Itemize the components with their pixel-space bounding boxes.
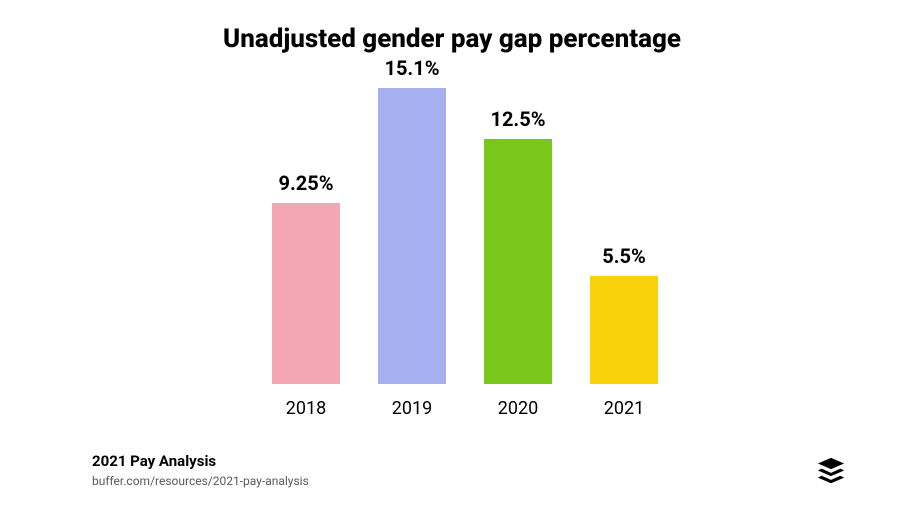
x-axis-label: 2019 bbox=[378, 398, 446, 419]
footer-title: 2021 Pay Analysis bbox=[92, 452, 309, 470]
footer-subtitle: buffer.com/resources/2021-pay-analysis bbox=[92, 474, 309, 488]
bar-group-2021: 5.5% bbox=[590, 244, 658, 384]
bar bbox=[484, 139, 552, 384]
bar-group-2020: 12.5% bbox=[484, 107, 552, 384]
x-axis-label: 2021 bbox=[590, 398, 658, 419]
chart-plot-area: 9.25%15.1%12.5%5.5% bbox=[0, 88, 904, 384]
bar-value-label: 12.5% bbox=[490, 107, 545, 131]
bar-group-2018: 9.25% bbox=[272, 171, 340, 384]
x-axis-label: 2018 bbox=[272, 398, 340, 419]
x-axis-labels: 2018 2019 2020 2021 bbox=[0, 398, 904, 422]
bar bbox=[590, 276, 658, 384]
chart-title: Unadjusted gender pay gap percentage bbox=[0, 24, 904, 54]
bar bbox=[272, 203, 340, 384]
bar-value-label: 5.5% bbox=[602, 244, 646, 268]
bar bbox=[378, 88, 446, 384]
bar-value-label: 15.1% bbox=[384, 56, 439, 80]
bar-group-2019: 15.1% bbox=[378, 56, 446, 384]
buffer-logo-icon bbox=[816, 456, 846, 486]
bar-value-label: 9.25% bbox=[278, 171, 333, 195]
footer: 2021 Pay Analysis buffer.com/resources/2… bbox=[92, 452, 309, 488]
x-axis-label: 2020 bbox=[484, 398, 552, 419]
